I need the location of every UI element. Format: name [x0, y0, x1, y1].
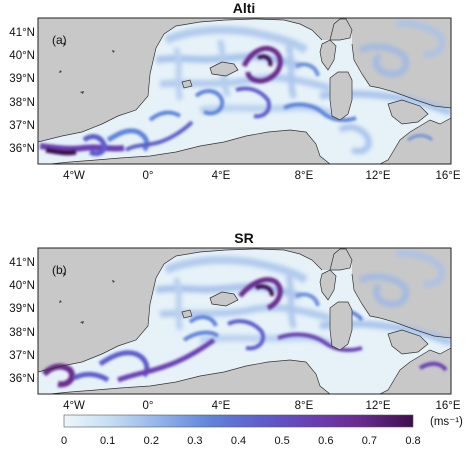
map-frame	[37, 17, 452, 165]
lat-tick-label: 38°N	[9, 327, 35, 339]
colorbar-ticks: 0 0.1 0.2 0.3 0.4 0.5 0.6 0.7 0.8	[61, 435, 421, 447]
lon-tick-label: 0°	[143, 400, 154, 412]
lon-tick-label: 12°E	[365, 170, 390, 182]
lat-tick-label: 41°N	[9, 27, 35, 39]
lat-tick-label: 40°N	[9, 280, 35, 292]
colorbar-gradient	[63, 414, 414, 428]
map-area: (a)	[38, 18, 451, 164]
lat-tick-labels: 36°N 37°N 38°N 39°N 40°N 41°N	[9, 27, 35, 155]
colorbar-tick-label: 0.7	[362, 435, 377, 447]
panel-alti: Alti	[9, 0, 461, 182]
panel-label: (b)	[52, 263, 67, 277]
ticks: 36°N 37°N 38°N 39°N 40°N 41°N 4°W 0° 4°E…	[9, 257, 461, 412]
lon-tick-label: 16°E	[435, 170, 460, 182]
lat-tick-label: 36°N	[9, 143, 35, 155]
colorbar-tick-label: 0.8	[405, 435, 420, 447]
lon-tick-label: 4°E	[212, 170, 231, 182]
colorbar-tick-label: 0.3	[187, 435, 202, 447]
lat-tick-label: 37°N	[9, 120, 35, 132]
lat-tick-labels: 36°N 37°N 38°N 39°N 40°N 41°N	[9, 257, 35, 385]
ticks: 36°N 37°N 38°N 39°N 40°N 41°N 4°W 0° 4°E…	[9, 27, 461, 182]
lon-tick-label: 0°	[143, 170, 154, 182]
lat-tick-label: 38°N	[9, 97, 35, 109]
colorbar-tick-label: 0.2	[144, 435, 159, 447]
sea	[38, 249, 451, 394]
lon-tick-label: 4°W	[63, 170, 85, 182]
panel-sr: SR	[9, 230, 461, 412]
colorbar-tick-label: 0.4	[231, 435, 246, 447]
lon-tick-label: 8°E	[295, 170, 314, 182]
lat-tick-label: 39°N	[9, 303, 35, 315]
lon-tick-label: 4°W	[63, 400, 85, 412]
lat-tick-label: 37°N	[9, 350, 35, 362]
panel-title: Alti	[233, 0, 256, 16]
colorbar-tick-label: 0.5	[274, 435, 289, 447]
lon-tick-label: 16°E	[435, 400, 460, 412]
colorbar: 0 0.1 0.2 0.3 0.4 0.5 0.6 0.7 0.8 (ms⁻¹)	[61, 414, 463, 447]
coastline-and-islands	[38, 18, 451, 164]
colorbar-unit: (ms⁻¹)	[430, 416, 463, 428]
map-area: (b)	[38, 248, 451, 394]
lon-tick-label: 8°E	[295, 400, 314, 412]
panel-label: (a)	[52, 33, 67, 47]
lon-tick-label: 4°E	[212, 400, 231, 412]
lon-tick-label: 12°E	[365, 400, 390, 412]
map-frame	[37, 247, 452, 395]
lon-tick-labels: 4°W 0° 4°E 8°E 12°E 16°E	[63, 400, 461, 412]
panel-title: SR	[234, 230, 253, 246]
colorbar-tick-label: 0	[61, 435, 67, 447]
colorbar-tick-label: 0.1	[100, 435, 115, 447]
lat-tick-label: 40°N	[9, 50, 35, 62]
lat-tick-label: 36°N	[9, 373, 35, 385]
lat-tick-label: 39°N	[9, 73, 35, 85]
lat-tick-label: 41°N	[9, 257, 35, 269]
lon-tick-labels: 4°W 0° 4°E 8°E 12°E 16°E	[63, 170, 461, 182]
coastline-and-islands	[38, 248, 451, 394]
colorbar-tick-label: 0.6	[318, 435, 333, 447]
